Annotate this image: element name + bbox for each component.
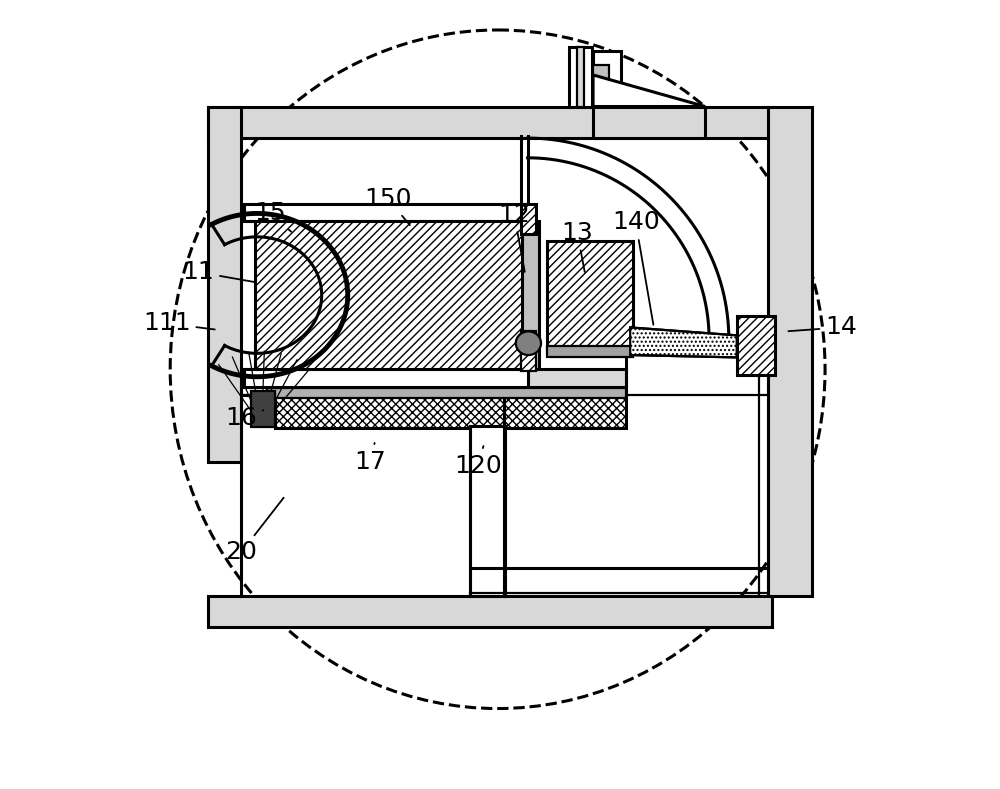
Polygon shape [593, 107, 705, 138]
Bar [241, 369, 626, 387]
Bar [244, 204, 528, 221]
Text: 20: 20 [225, 498, 284, 564]
Text: 14: 14 [788, 316, 857, 339]
Bar [593, 65, 609, 87]
Text: 140: 140 [612, 211, 660, 325]
Text: 120: 120 [454, 446, 502, 477]
Text: 150: 150 [364, 187, 412, 225]
Text: 12: 12 [498, 203, 530, 272]
Bar [244, 369, 528, 387]
Bar [737, 316, 775, 375]
Bar [255, 221, 524, 369]
Text: 11: 11 [183, 260, 254, 284]
Bar [522, 221, 539, 369]
Text: 17: 17 [354, 443, 386, 473]
Bar [208, 107, 772, 138]
Text: 15: 15 [254, 201, 291, 232]
Text: 16: 16 [225, 406, 263, 430]
Bar [275, 394, 504, 428]
Ellipse shape [516, 331, 541, 355]
Bar [208, 107, 241, 462]
Bar [768, 107, 812, 596]
Bar [547, 346, 633, 357]
Bar [470, 426, 505, 596]
Bar [593, 51, 621, 87]
Bar [504, 394, 626, 428]
Bar [547, 241, 633, 347]
Bar [208, 596, 772, 627]
Polygon shape [630, 327, 737, 357]
Text: 111: 111 [143, 312, 215, 335]
Text: 13: 13 [561, 221, 593, 272]
Bar [521, 331, 536, 371]
Bar [569, 47, 592, 107]
Bar [251, 391, 275, 427]
Bar [267, 388, 626, 398]
Polygon shape [593, 75, 705, 107]
Bar [577, 47, 584, 107]
Bar [521, 204, 536, 234]
